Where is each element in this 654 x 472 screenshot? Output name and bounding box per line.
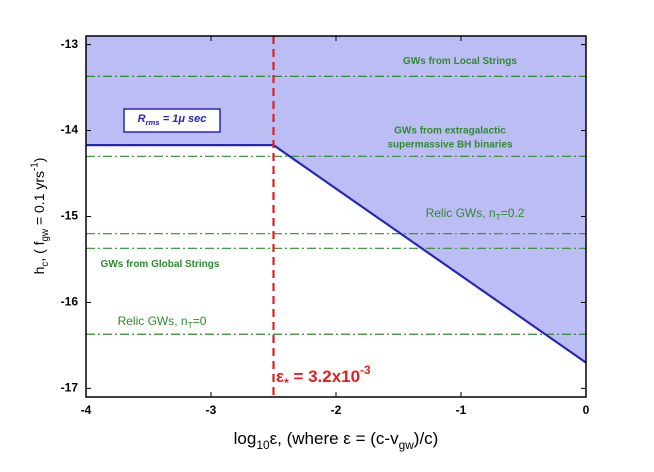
annotation-part: R [138,113,146,125]
y-tick-label: -17 [61,381,79,395]
annotation-part: Relic GWs, n [118,314,188,328]
annotation-part: T [188,320,193,330]
x-axis-label: log10ε, (where ε = (c-vgw)/c) [234,429,439,452]
annotation: GWs from extragalactic [394,126,506,137]
annotation-part: rms [146,118,161,127]
annotation-part: * [284,376,289,390]
annotation-part: T [496,212,501,222]
y-axis-label-part: , ( f [31,241,47,261]
annotation-part: =0.2 [501,206,525,220]
annotation-part: GWs from Global Strings [101,259,220,270]
x-axis-label-part: gw [399,438,415,452]
x-axis-label-part: log [234,429,257,448]
y-tick-label: -14 [61,123,79,137]
y-axis-label-part: ) [31,158,47,163]
x-tick-label: -1 [456,403,467,417]
x-tick-label: -3 [206,403,217,417]
annotation-part: = 1μ sec [160,113,207,125]
y-tick-label: -13 [61,37,79,51]
y-tick-label: -16 [61,295,79,309]
x-tick-label: 0 [583,403,590,417]
annotation: supermassive BH binaries [387,140,512,151]
annotation: GWs from Local Strings [403,56,517,67]
annotation-part: ε [276,367,284,386]
annotation-part: =0 [193,314,207,328]
annotation-part: = 3.2x10 [289,367,360,386]
x-tick-label: -4 [81,403,92,417]
x-tick-label: -2 [331,403,342,417]
annotation-part: Relic GWs, n [426,206,496,220]
y-axis-label-part: -1 [29,162,40,171]
y-axis-label: hc, ( fgw = 0.1 yrs-1) [29,158,51,275]
annotation: GWs from Global Strings [101,259,220,270]
annotation: ε* = 3.2x10-3 [276,363,371,390]
annotation: Relic GWs, nT=0.2 [426,206,525,222]
annotation-box [123,108,221,133]
y-axis-label-part: h [31,267,47,275]
x-axis-label-part: )/c) [414,429,439,448]
y-axis-label-part: gw [39,228,50,241]
annotation-part: -3 [360,363,371,377]
annotation-part: GWs from Local Strings [403,56,517,67]
annotation: Relic GWs, nT=0 [118,314,207,330]
x-axis-label-part: 10 [256,438,270,452]
y-axis-label-part: c [39,262,50,267]
y-tick-label: -15 [61,209,79,223]
y-axis-label-part: = 0.1 yrs [31,171,47,229]
annotation: Rrms = 1μ sec [138,113,207,127]
x-axis-label-part: ε, (where ε = (c-v [270,429,399,448]
